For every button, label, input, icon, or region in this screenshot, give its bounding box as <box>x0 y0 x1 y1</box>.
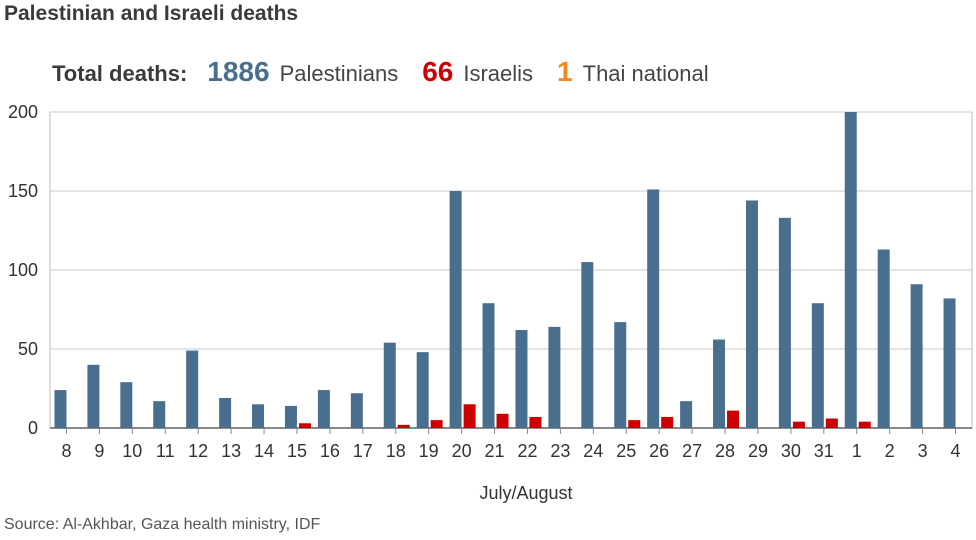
bar-palestinians <box>54 390 67 428</box>
bar-palestinians <box>581 262 594 428</box>
chart-title: Palestinian and Israeli deaths <box>4 2 299 25</box>
bar-palestinians <box>449 191 462 428</box>
bar-israelis <box>496 413 509 428</box>
x-tick-label: 22 <box>517 441 537 461</box>
bar-palestinians <box>317 390 330 428</box>
bar-palestinians <box>713 339 726 428</box>
bar-palestinians <box>680 401 693 428</box>
source-note: Source: Al-Akhbar, Gaza health ministry,… <box>4 516 321 533</box>
bar-palestinians <box>910 284 923 428</box>
bar-palestinians <box>614 322 627 428</box>
bar-palestinians <box>811 303 824 428</box>
legend-israelis-value: 66 <box>422 56 454 87</box>
bar-palestinians <box>252 404 265 428</box>
x-tick-label: 9 <box>94 441 104 461</box>
bar-palestinians <box>548 326 561 428</box>
bar-israelis <box>727 410 740 428</box>
bar-palestinians <box>844 112 857 428</box>
bar-israelis <box>463 404 476 428</box>
bar-israelis <box>397 424 410 428</box>
bar-palestinians <box>482 303 495 428</box>
bar-palestinians <box>120 382 133 428</box>
x-tick-label: 2 <box>885 441 895 461</box>
y-axis-ticks: 0 50 100 150 200 <box>8 102 38 438</box>
bar-palestinians <box>647 189 660 428</box>
x-tick-label: 26 <box>649 441 669 461</box>
x-tick-label: 25 <box>616 441 636 461</box>
bar-palestinians <box>383 342 396 428</box>
bar-palestinians <box>778 217 791 428</box>
x-axis-label: July/August <box>479 483 572 503</box>
bar-israelis <box>858 421 871 428</box>
bar-palestinians <box>87 364 100 428</box>
x-tick-label: 28 <box>715 441 735 461</box>
bar-palestinians <box>416 352 429 428</box>
x-tick-label: 1 <box>852 441 862 461</box>
y-tick-label: 100 <box>8 260 38 280</box>
legend-israelis-text: Israelis <box>463 61 534 86</box>
x-tick-label: 29 <box>748 441 768 461</box>
x-tick-label: 20 <box>452 441 472 461</box>
bar-palestinians <box>943 298 956 428</box>
bar-palestinians <box>745 200 758 428</box>
legend-palestinians-text: Palestinians <box>279 61 399 86</box>
x-tick-label: 17 <box>353 441 373 461</box>
bar-palestinians <box>350 393 363 428</box>
bars <box>54 112 956 428</box>
x-tick-label: 31 <box>814 441 834 461</box>
y-tick-label: 200 <box>8 102 38 122</box>
x-tick-label: 21 <box>485 441 505 461</box>
legend-label: Total deaths: <box>52 61 188 86</box>
x-tick-label: 11 <box>156 441 175 461</box>
x-tick-label: 3 <box>918 441 928 461</box>
legend-thai-text: Thai national <box>582 61 709 86</box>
bar-israelis <box>298 423 311 428</box>
x-tick-label: 12 <box>188 441 208 461</box>
x-tick-label: 14 <box>254 441 274 461</box>
bar-palestinians <box>153 401 166 428</box>
x-tick-label: 13 <box>221 441 241 461</box>
bar-palestinians <box>515 330 528 428</box>
bar-palestinians <box>219 397 232 428</box>
x-tick-label: 30 <box>781 441 801 461</box>
y-tick-label: 150 <box>8 181 38 201</box>
legend-thai-value: 1 <box>557 56 573 87</box>
bar-palestinians <box>186 350 199 428</box>
x-tick-label: 18 <box>386 441 406 461</box>
y-tick-label: 0 <box>28 418 38 438</box>
x-tick-label: 24 <box>583 441 603 461</box>
x-tick-label: 23 <box>550 441 570 461</box>
bar-israelis <box>529 416 542 428</box>
x-tick-label: 27 <box>682 441 702 461</box>
x-tick-label: 4 <box>951 441 961 461</box>
x-tick-label: 19 <box>419 441 439 461</box>
bar-israelis <box>661 416 674 428</box>
x-tick-label: 15 <box>287 441 307 461</box>
bar-palestinians <box>877 249 890 428</box>
legend-palestinians-value: 1886 <box>207 56 270 87</box>
x-axis-ticks: 8 9 10 11 12 13 14 15 16 17 18 19 20 21 22 23 24 25 26 27 28… <box>61 428 961 461</box>
bar-israelis <box>628 420 641 428</box>
legend: Total deaths: 1886 Palestinians 66 Israe… <box>52 56 733 92</box>
x-tick-label: 16 <box>320 441 340 461</box>
bar-palestinians <box>284 405 297 428</box>
bar-israelis <box>825 418 838 428</box>
bar-israelis <box>430 420 443 428</box>
x-tick-label: 8 <box>61 441 71 461</box>
x-tick-label: 10 <box>122 441 142 461</box>
bar-israelis <box>792 421 805 428</box>
y-tick-label: 50 <box>18 339 38 359</box>
